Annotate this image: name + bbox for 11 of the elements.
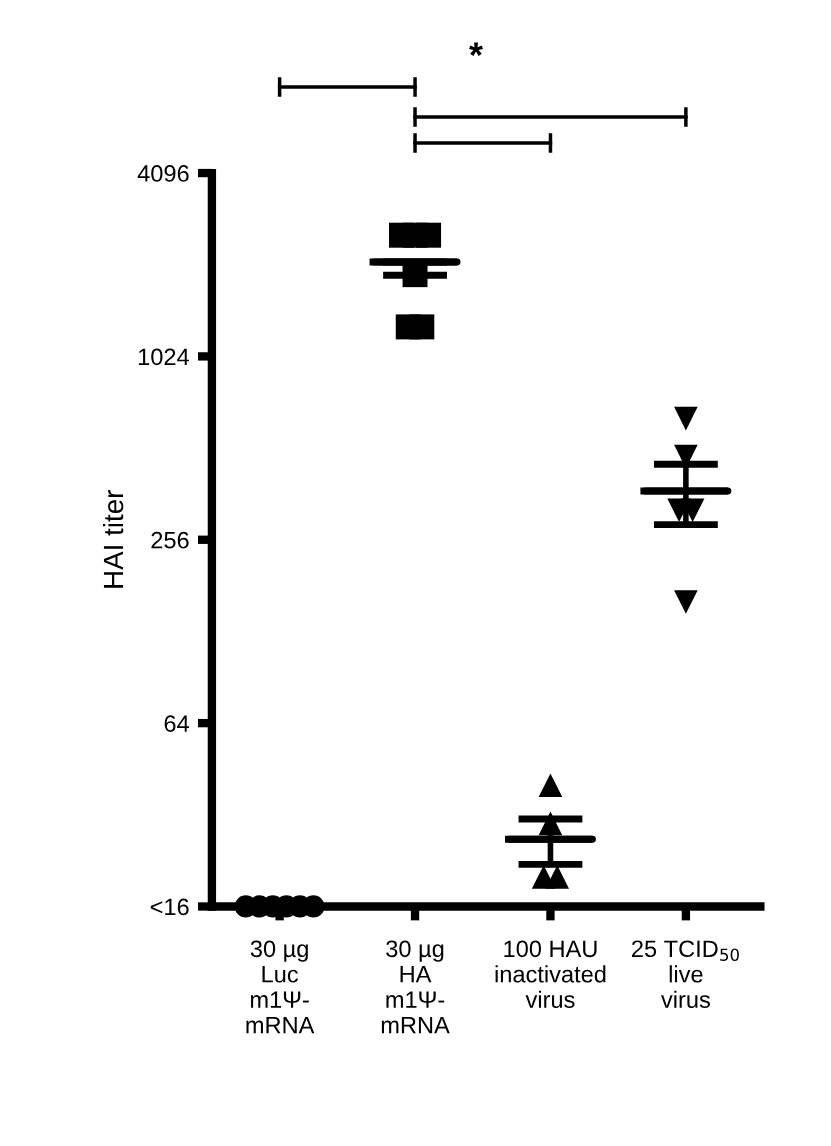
y-tick-label: <16 <box>150 898 189 916</box>
text: * <box>469 42 483 56</box>
x-tick-label: 30 µg HA m1Ψ- mRNA <box>381 940 450 1034</box>
y-tick-label: 4096 <box>137 165 189 182</box>
y-axis-title: HAI titer <box>102 490 124 588</box>
x-tick-label: 30 µg Luc m1Ψ- mRNA <box>246 940 315 1034</box>
y-tick-label: 64 <box>164 715 189 732</box>
y-tick-label: 256 <box>151 531 189 549</box>
x-tick-label: 25 TCID$_{50}$ live virus <box>632 940 739 1009</box>
x-tick-label: 100 HAU inactivated virus <box>495 940 606 1009</box>
y-tick-label: 1024 <box>138 348 189 366</box>
